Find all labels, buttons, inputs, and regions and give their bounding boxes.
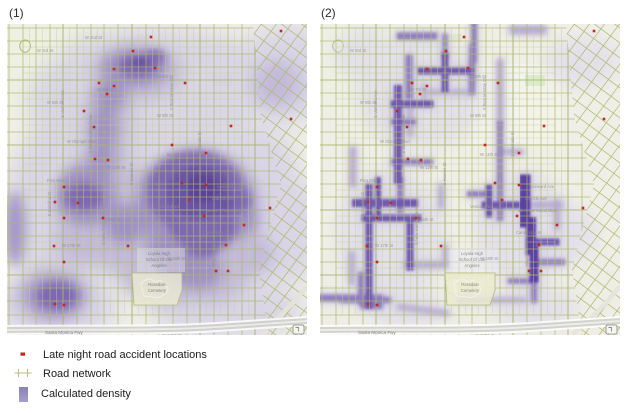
- svg-text:(1): (1): [9, 6, 24, 20]
- svg-text:Calculated density: Calculated density: [41, 388, 131, 400]
- svg-text:Road network: Road network: [43, 368, 111, 380]
- svg-text:Late night road accident locat: Late night road accident locations: [43, 349, 207, 361]
- svg-text:(2): (2): [321, 6, 336, 20]
